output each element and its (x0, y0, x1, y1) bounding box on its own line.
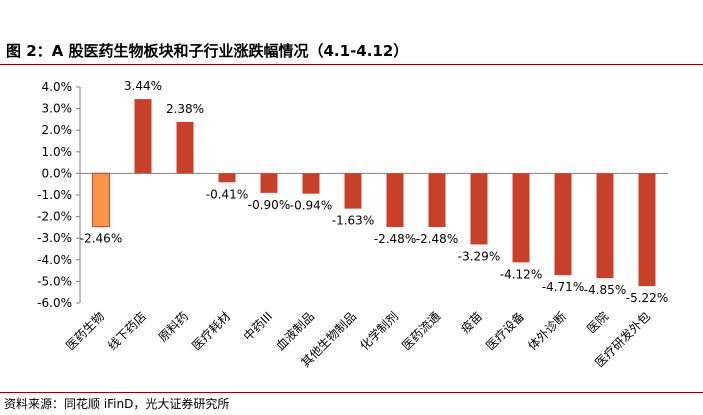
figure-title: 图 2：A 股医药生物板块和子行业涨跌幅情况（4.1-4.12） (6, 42, 409, 60)
data-label: -2.46% (80, 232, 122, 246)
bar (638, 173, 656, 287)
source-note: 资料来源：同花顺 iFinD，光大证券研究所 (4, 397, 230, 411)
category-label: 血液制品 (273, 309, 318, 354)
bar (302, 173, 320, 194)
y-tick-label: -4.0% (37, 253, 72, 267)
category-label: 医疗耗材 (189, 309, 233, 353)
bar (91, 172, 111, 228)
bar (176, 121, 194, 174)
y-tick-label: -3.0% (37, 231, 72, 245)
bar (470, 173, 488, 245)
data-label: -2.48% (416, 232, 458, 246)
bar (344, 173, 362, 209)
y-tick-label: -5.0% (37, 274, 72, 288)
y-tick-label: 1.0% (42, 145, 73, 159)
data-label: 3.44% (124, 79, 162, 93)
category-label: 线下药店 (105, 309, 149, 353)
data-label: -1.63% (332, 214, 374, 228)
data-label: -5.22% (626, 291, 668, 305)
data-label: -0.41% (206, 187, 248, 201)
category-label: 医疗设备 (483, 309, 527, 353)
category-label: 疫苗 (458, 309, 486, 337)
bar (554, 173, 572, 276)
title-divider (0, 64, 703, 65)
y-tick-label: -6.0% (37, 296, 72, 310)
y-tick-label: 3.0% (42, 102, 73, 116)
category-label: 医药流通 (399, 309, 443, 353)
category-label: 医药生物 (63, 309, 107, 353)
data-label: -2.48% (374, 232, 416, 246)
y-tick-label: 2.0% (42, 123, 73, 137)
data-label: -3.29% (458, 249, 500, 263)
bar (218, 173, 236, 183)
bar-chart: 4.0% 3.0% 2.0% 1.0% 0.0% -1.0% -2.0% -3.0% -4.0%… (37, 79, 668, 370)
bar (386, 173, 404, 227)
category-label: 体外诊断 (525, 309, 570, 354)
bar (428, 173, 446, 227)
data-label: -0.94% (290, 199, 332, 213)
data-label: 2.38% (166, 102, 204, 116)
bar (134, 99, 152, 174)
bar (512, 173, 530, 263)
bar (260, 173, 278, 193)
category-label: 中药III (240, 309, 275, 344)
data-label: -4.85% (584, 283, 626, 297)
data-label: -4.12% (500, 267, 542, 281)
footer-divider (0, 392, 703, 393)
bar (596, 173, 614, 279)
category-label: 原料药 (156, 309, 191, 344)
y-tick-label: -2.0% (37, 210, 72, 224)
data-label: -4.71% (542, 280, 584, 294)
category-label: 医院 (584, 309, 611, 336)
y-tick-label: -1.0% (37, 188, 72, 202)
y-tick-label: 4.0% (42, 80, 73, 94)
data-label: -0.90% (248, 198, 290, 212)
category-label: 化学制剂 (357, 309, 402, 354)
y-tick-label: 0.0% (42, 166, 73, 180)
